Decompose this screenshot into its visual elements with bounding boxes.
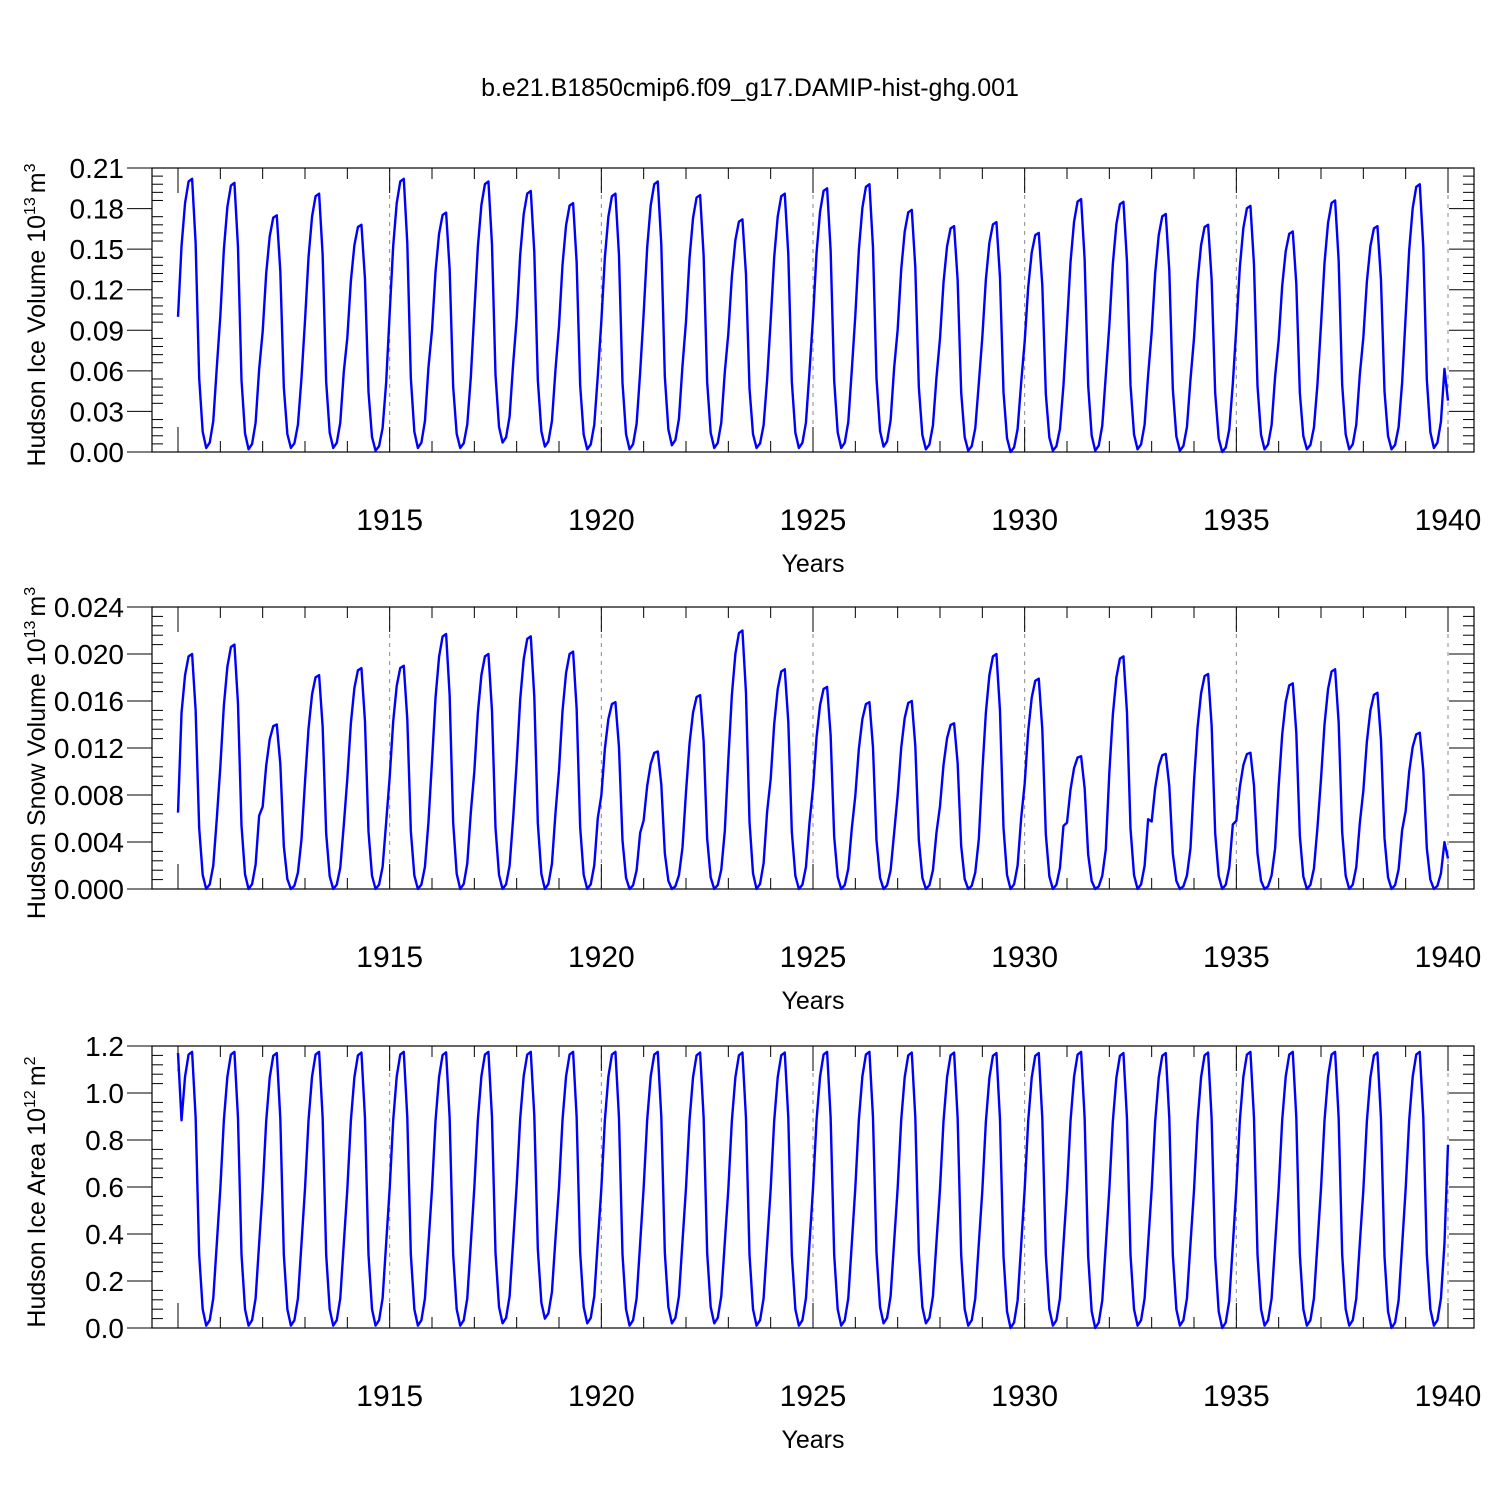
y-axis-label: Hudson Ice Area 1012 m2 [22, 1056, 51, 1327]
x-tick-label: 1915 [356, 941, 423, 974]
x-tick-label: 1920 [568, 1380, 635, 1413]
y-axis-label-exp: 13 [22, 197, 39, 215]
x-tick-label: 1930 [991, 504, 1058, 537]
x-axis-label: Years [781, 550, 844, 578]
series-line [176, 1050, 1450, 1330]
y-axis-label: Hudson Snow Volume 1013 m3 [22, 587, 51, 919]
y-axis-label-text: Hudson Ice Area 10 [23, 1108, 51, 1328]
panel-1: 1915 1920 1925 1930 1935 1940 Years 0.00 0.03 0.0… [22, 153, 1481, 578]
y-tick-label: 0.21 [70, 153, 125, 184]
panel-3: 1915 1920 1925 1930 1935 1940 Years 0.0 0.2 0.4 0.… [22, 1031, 1481, 1454]
x-tick-label: 1935 [1203, 504, 1270, 537]
y-tick-label: 0.4 [85, 1219, 124, 1250]
x-tick-label: 1915 [356, 1380, 423, 1413]
y-tick-label: 0.0 [85, 1313, 124, 1344]
y-axis-label-unit: m [23, 596, 51, 617]
y-axis-label-text: Hudson Ice Volume 10 [23, 215, 51, 467]
y-tick-label: 1.2 [85, 1031, 124, 1062]
y-tick-label: 0.2 [85, 1266, 124, 1297]
y-tick-label: 0.016 [54, 686, 124, 717]
y-tick-label: 0.03 [70, 396, 125, 427]
y-axis-label-unit: m [23, 172, 51, 193]
x-tick-label: 1920 [568, 504, 635, 537]
y-tick-label: 0.00 [70, 437, 125, 468]
x-tick-label: 1925 [780, 504, 847, 537]
y-tick-label: 0.012 [54, 733, 124, 764]
y-tick-label: 0.000 [54, 874, 124, 905]
y-tick-label: 0.15 [70, 234, 125, 265]
panels: 1915 1920 1925 1930 1935 1940Years0.000.030.0… [22, 153, 1481, 1454]
y-tick-label: 0.024 [54, 592, 124, 623]
panel-2: 1915 1920 1925 1930 1935 1940 Years 0.000 0.004 0… [22, 587, 1481, 1015]
x-tick-label: 1940 [1415, 941, 1482, 974]
y-tick-label: 0.12 [70, 275, 125, 306]
figure-title: b.e21.B1850cmip6.f09_g17.DAMIP-hist-ghg.… [481, 74, 1019, 102]
y-axis-label-text: Hudson Snow Volume 10 [23, 638, 51, 919]
x-tick-label: 1935 [1203, 1380, 1270, 1413]
x-tick-label: 1935 [1203, 941, 1270, 974]
y-axis-label-exp: 13 [22, 620, 39, 638]
x-tick-label: 1930 [991, 941, 1058, 974]
series-line [176, 629, 1450, 891]
y-tick-label: 0.09 [70, 315, 125, 346]
y-tick-label: 0.06 [70, 356, 125, 387]
x-tick-label: 1925 [780, 1380, 847, 1413]
y-axis-label-unit: m [23, 1065, 51, 1086]
x-tick-label: 1930 [991, 1380, 1058, 1413]
y-axis-label-unit-exp: 3 [22, 587, 39, 596]
y-axis-label-unit-exp: 2 [22, 1056, 39, 1065]
x-tick-label: 1915 [356, 504, 423, 537]
y-axis-label-exp: 12 [22, 1090, 39, 1108]
y-tick-label: 0.6 [85, 1172, 124, 1203]
y-axis-label: Hudson Ice Volume 1013 m3 [22, 163, 51, 466]
series-line [176, 177, 1450, 454]
y-tick-label: 0.004 [54, 827, 124, 858]
y-axis-label-unit-exp: 3 [22, 163, 39, 172]
y-tick-label: 0.020 [54, 639, 124, 670]
x-tick-label: 1925 [780, 941, 847, 974]
x-tick-label: 1940 [1415, 504, 1482, 537]
x-axis-label: Years [781, 1426, 844, 1454]
y-tick-label: 0.008 [54, 780, 124, 811]
y-tick-label: 0.18 [70, 194, 125, 225]
y-tick-label: 0.8 [85, 1125, 124, 1156]
x-axis-label: Years [781, 987, 844, 1015]
y-tick-label: 1.0 [85, 1078, 124, 1109]
x-tick-label: 1940 [1415, 1380, 1482, 1413]
x-tick-label: 1920 [568, 941, 635, 974]
